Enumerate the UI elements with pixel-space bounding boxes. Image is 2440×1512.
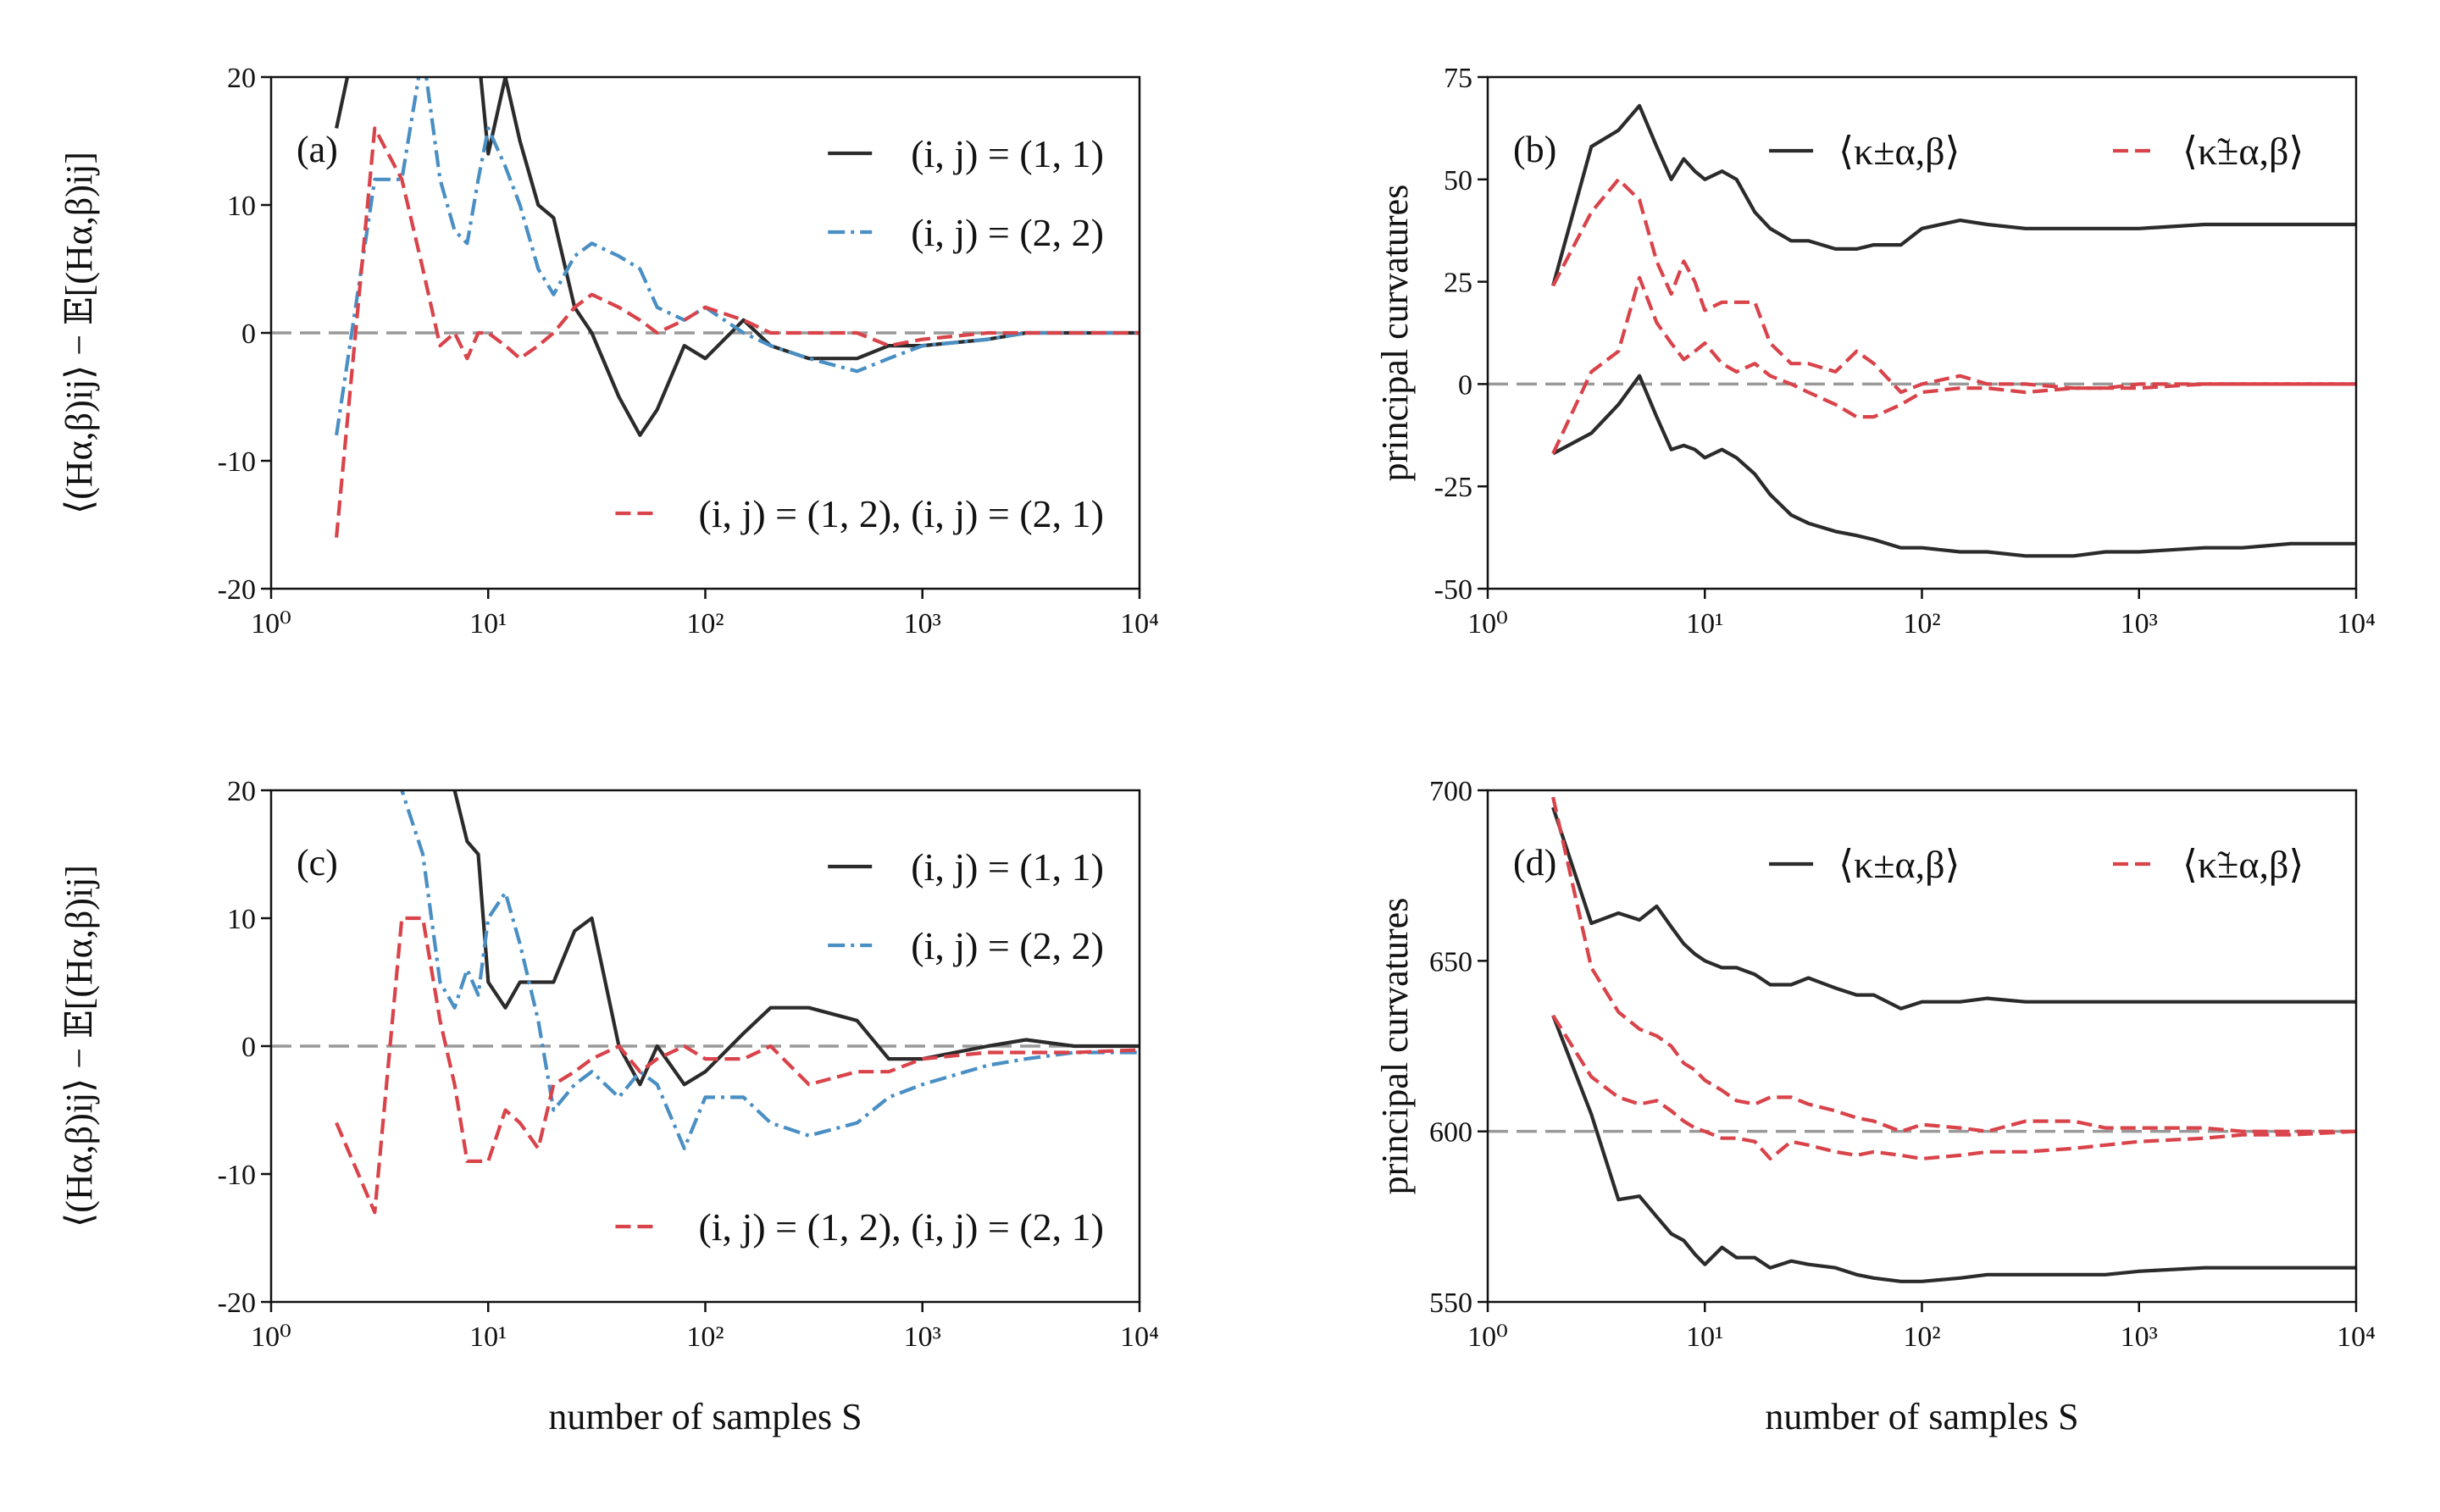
y-tick-label: -20: [218, 1288, 256, 1319]
y-tick-label: 10: [227, 904, 256, 935]
x-tick-label: 10³: [2121, 1321, 2158, 1353]
axes-frame: [269, 789, 1141, 1304]
x-tick-label: 10¹: [1686, 1321, 1723, 1353]
x-tick-label: 10⁰: [1467, 1321, 1508, 1353]
legend-label: ⟨κ̃±α,β⟩: [2182, 843, 2304, 886]
x-tick-label: 10²: [1903, 1321, 1940, 1353]
y-tick-label: 75: [1444, 63, 1472, 94]
panel-label: (a): [297, 129, 338, 170]
y-tick-label: 10: [227, 191, 256, 222]
x-tick-label: 10⁰: [251, 608, 291, 640]
legend-label: (i, j) = (1, 2), (i, j) = (2, 1): [698, 1205, 1104, 1249]
panel-label: (c): [297, 842, 338, 883]
x-tick-label: 10⁴: [1120, 1321, 1159, 1353]
x-tick-label: 10⁰: [251, 1321, 291, 1353]
x-tick-label: 10¹: [469, 1321, 507, 1353]
x-tick-label: 10²: [686, 1321, 724, 1353]
axes-frame: [1486, 789, 2358, 1304]
legend-label: (i, j) = (2, 2): [911, 924, 1104, 967]
legend-label: (i, j) = (1, 1): [911, 132, 1104, 175]
y-tick-label: 650: [1429, 946, 1472, 978]
axes-frame: [1486, 75, 2358, 590]
y-axis-label: principal curvatures: [1374, 185, 1416, 482]
legend-label: ⟨κ±α,β⟩: [1838, 843, 1960, 886]
panel-label: (d): [1513, 842, 1556, 883]
panel-label: (b): [1513, 129, 1556, 170]
x-tick-label: 10²: [1903, 608, 1940, 640]
y-tick-label: -50: [1434, 574, 1472, 606]
y-tick-label: 600: [1429, 1117, 1472, 1149]
x-tick-label: 10¹: [469, 608, 507, 640]
y-tick-label: 50: [1444, 165, 1472, 197]
legend-label: (i, j) = (2, 2): [911, 211, 1104, 254]
y-tick-label: 20: [227, 63, 256, 94]
series-line: [1551, 796, 2356, 1133]
x-tick-label: 10¹: [1686, 608, 1723, 640]
panel: 10⁰ 10¹ 10² 10³ 10⁴ -20 -10 0 10 20 (a) ⟨(Hα,β)ij⟩ …: [58, 63, 1159, 640]
legend-label: (i, j) = (1, 1): [911, 845, 1104, 889]
x-tick-label: 10²: [686, 608, 724, 640]
series-line: [335, 126, 1140, 538]
x-tick-label: 10⁴: [2337, 1321, 2376, 1353]
series-line: [335, 916, 1140, 1215]
series-line: [1551, 806, 2356, 1011]
series-line: [452, 790, 1140, 1087]
x-tick-label: 10⁴: [2337, 608, 2376, 640]
y-axis-label: ⟨(Hα,β)ij⟩ − 𝔼[(Hα,β)ij]: [58, 865, 100, 1227]
legend-label: (i, j) = (1, 2), (i, j) = (2, 1): [698, 492, 1104, 535]
legend-label: ⟨κ±α,β⟩: [1838, 130, 1960, 173]
y-axis-label: ⟨(Hα,β)ij⟩ − 𝔼[(Hα,β)ij]: [58, 152, 100, 514]
x-tick-label: 10³: [904, 1321, 941, 1353]
y-tick-label: -25: [1434, 472, 1472, 503]
x-tick-label: 10³: [904, 608, 941, 640]
series-line: [335, 77, 1140, 436]
series-line: [1551, 103, 2356, 286]
y-tick-label: -10: [218, 446, 256, 478]
series-line: [400, 790, 1140, 1150]
legend-label: ⟨κ̃±α,β⟩: [2182, 130, 2304, 173]
y-tick-label: 0: [241, 318, 256, 350]
axes-frame: [269, 75, 1141, 590]
y-axis-label: principal curvatures: [1374, 898, 1416, 1195]
x-tick-label: 10³: [2121, 608, 2158, 640]
series-line: [1551, 1014, 2356, 1160]
y-tick-label: 550: [1429, 1288, 1472, 1319]
y-tick-label: 0: [1458, 369, 1472, 401]
series-line: [1551, 275, 2356, 455]
y-tick-label: -10: [218, 1160, 256, 1191]
series-line: [1552, 374, 2356, 558]
x-tick-label: 10⁰: [1467, 608, 1508, 640]
series-line: [1551, 1015, 2356, 1283]
y-tick-label: 20: [227, 776, 256, 807]
y-tick-label: -20: [218, 574, 256, 606]
panel: 10⁰ 10¹ 10² 10³ 10⁴ 550 600 650 700 (d) principal …: [1374, 776, 2376, 1437]
y-tick-label: 0: [241, 1032, 256, 1063]
panel: 10⁰ 10¹ 10² 10³ 10⁴ -50 -25 0 25 50 75 (b) principal…: [1374, 63, 2376, 640]
x-axis-label: number of samples S: [1765, 1396, 2078, 1437]
panel: 10⁰ 10¹ 10² 10³ 10⁴ -20 -10 0 10 20 (c) ⟨(Hα,β)ij⟩ …: [58, 776, 1159, 1437]
y-tick-label: 25: [1444, 268, 1472, 299]
x-tick-label: 10⁴: [1120, 608, 1159, 640]
series-line: [1551, 177, 2356, 395]
x-axis-label: number of samples S: [548, 1396, 862, 1437]
y-tick-label: 700: [1429, 776, 1472, 807]
